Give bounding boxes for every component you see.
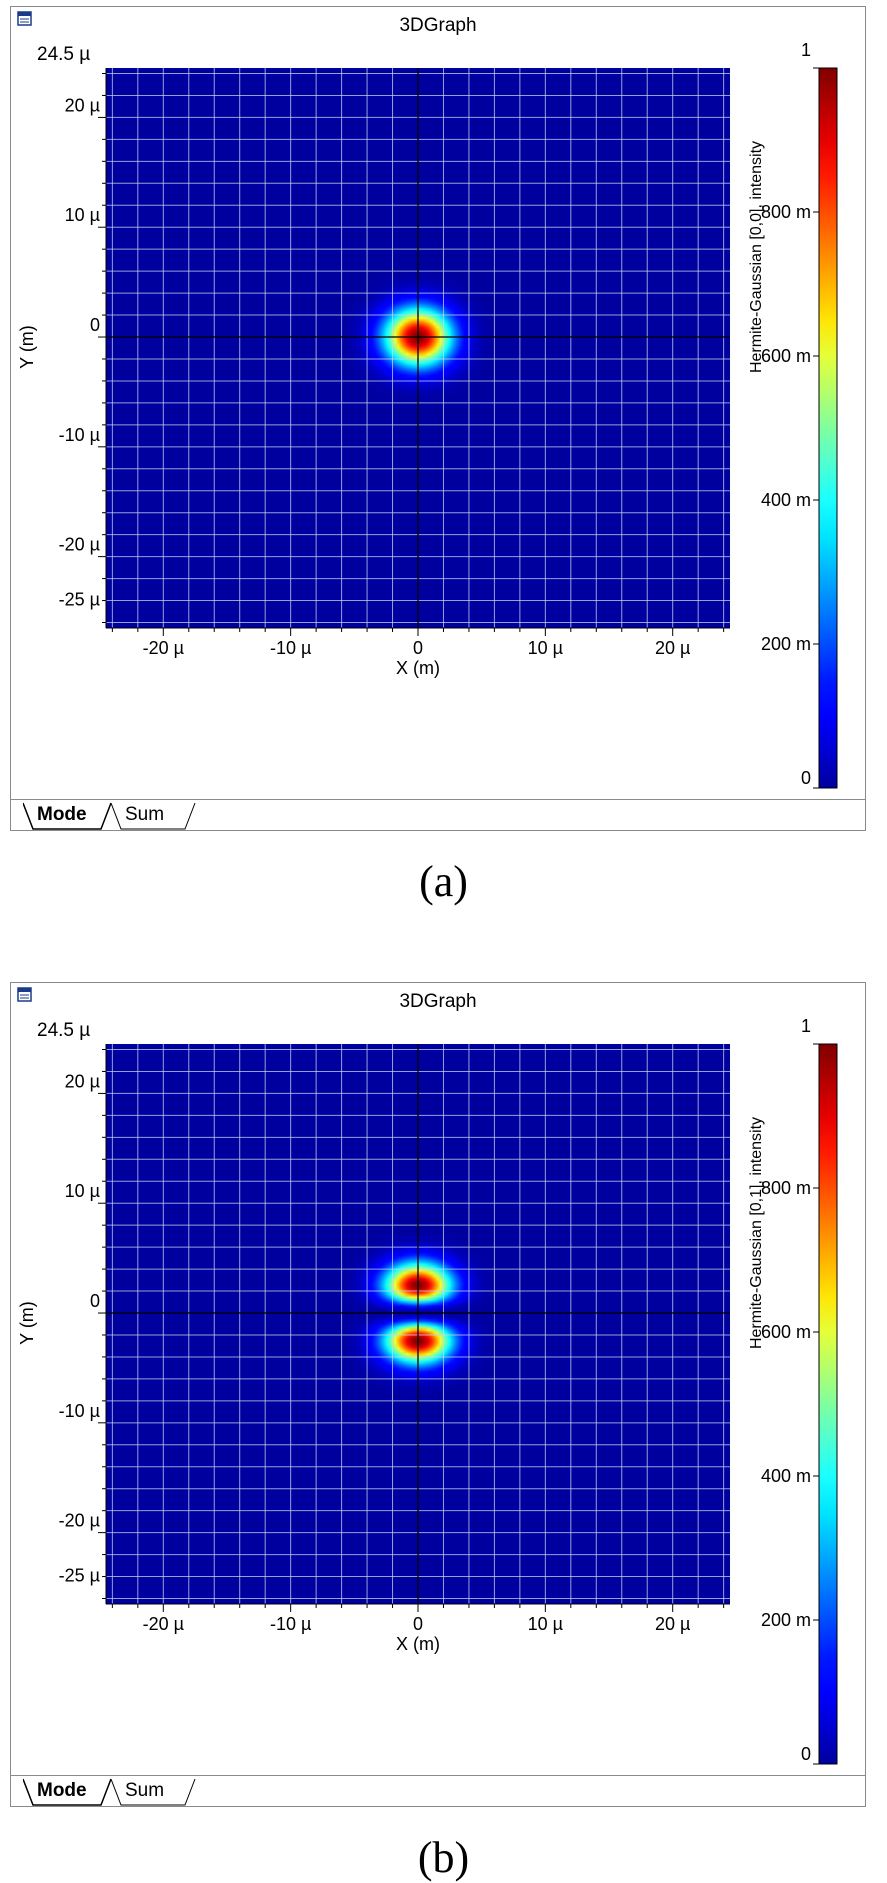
tab-label: Sum (125, 804, 165, 825)
y-axis-max-label: 24.5 µ (37, 44, 91, 65)
x-tick-label: -10 µ (270, 638, 311, 658)
colorbar-title: Hermite-Gaussian [0,0], intensity (748, 141, 765, 373)
tab-bar: Mode Sum (11, 1775, 865, 1806)
colorbar-tick-label: 400 m (761, 490, 811, 510)
tab-bar: Mode Sum (11, 799, 865, 830)
y-tick-label: 0 (90, 1291, 100, 1311)
x-tick-label: 10 µ (528, 638, 563, 658)
graph-window-b: 3DGraph 24.5 µ -20 µ -10 µ 0 10 µ 20 µ 20 µ 10… (10, 982, 866, 1807)
x-tick-label: 0 (413, 638, 423, 658)
y-axis-title: Y (m) (17, 1301, 37, 1345)
graph-window-a: 3DGraph 24.5 µ -20 µ -10 µ 0 10 µ 20 µ 20 µ 10… (10, 6, 866, 831)
colorbar-tick-label: 800 m (761, 202, 811, 222)
grid-lines (106, 1044, 730, 1604)
tab-mode[interactable]: Mode (23, 1778, 113, 1806)
tab-shape (23, 1778, 112, 1806)
colorbar (818, 67, 838, 789)
colorbar-tick-label: 200 m (761, 1610, 811, 1630)
tab-mode[interactable]: Mode (23, 802, 113, 830)
y-tick-label: 10 µ (65, 1181, 100, 1201)
caption-b: (b) (417, 1833, 470, 1882)
colorbar-tick-label: 400 m (761, 1466, 811, 1486)
tab-shape (111, 802, 196, 830)
y-tick-label: 20 µ (65, 95, 100, 115)
caption-a: (a) (419, 857, 468, 906)
y-tick-label: 10 µ (65, 205, 100, 225)
tab-sum[interactable]: Sum (111, 1778, 197, 1806)
colorbar-tick-label: 1 (801, 1016, 811, 1036)
colorbar-tick-label: 800 m (761, 1178, 811, 1198)
tab-shape (111, 1778, 196, 1806)
colorbar (818, 1043, 838, 1765)
tab-label: Mode (37, 1780, 87, 1801)
y-axis-max-label: 24.5 µ (37, 1020, 91, 1041)
y-tick-label: -20 µ (59, 1511, 100, 1531)
heatmap-chart: -20 µ -10 µ 0 10 µ 20 µ 20 µ 10 µ 0 -10 µ -20 µ -2… (17, 1016, 838, 1765)
heatmap-chart: -20 µ -10 µ 0 10 µ 20 µ 20 µ 10 µ 0 -10 µ -20 µ -2… (17, 40, 838, 789)
x-axis-title: X (m) (396, 658, 440, 678)
colorbar-tick-label: 600 m (761, 346, 811, 366)
window-icon[interactable] (17, 11, 32, 26)
x-tick-label: 20 µ (655, 638, 690, 658)
x-tick-label: 0 (413, 1614, 423, 1634)
x-tick-label: -20 µ (143, 638, 184, 658)
window-title: 3DGraph (399, 991, 477, 1012)
tab-label: Mode (37, 804, 87, 825)
tab-sum[interactable]: Sum (111, 802, 197, 830)
y-tick-label: -10 µ (59, 425, 100, 445)
x-tick-label: -20 µ (143, 1614, 184, 1634)
colorbar-tick-label: 0 (801, 1744, 811, 1764)
y-tick-label: -20 µ (59, 535, 100, 555)
x-tick-label: 10 µ (528, 1614, 563, 1634)
y-axis-title: Y (m) (17, 325, 37, 369)
y-tick-label: -25 µ (59, 1566, 100, 1586)
x-axis-title: X (m) (396, 1634, 440, 1654)
y-tick-label: 20 µ (65, 1071, 100, 1091)
tab-label: Sum (125, 1780, 165, 1801)
colorbar-tick-label: 1 (801, 40, 811, 60)
window-icon[interactable] (17, 987, 32, 1002)
x-tick-label: -10 µ (270, 1614, 311, 1634)
x-tick-label: 20 µ (655, 1614, 690, 1634)
colorbar-tick-label: 0 (801, 768, 811, 788)
tab-shape (23, 802, 112, 830)
y-tick-label: -10 µ (59, 1401, 100, 1421)
y-tick-label: -25 µ (59, 590, 100, 610)
colorbar-tick-label: 600 m (761, 1322, 811, 1342)
colorbar-title: Hermite-Gaussian [0,1], intensity (748, 1117, 765, 1349)
y-tick-label: 0 (90, 315, 100, 335)
colorbar-tick-label: 200 m (761, 634, 811, 654)
window-title: 3DGraph (399, 15, 477, 36)
